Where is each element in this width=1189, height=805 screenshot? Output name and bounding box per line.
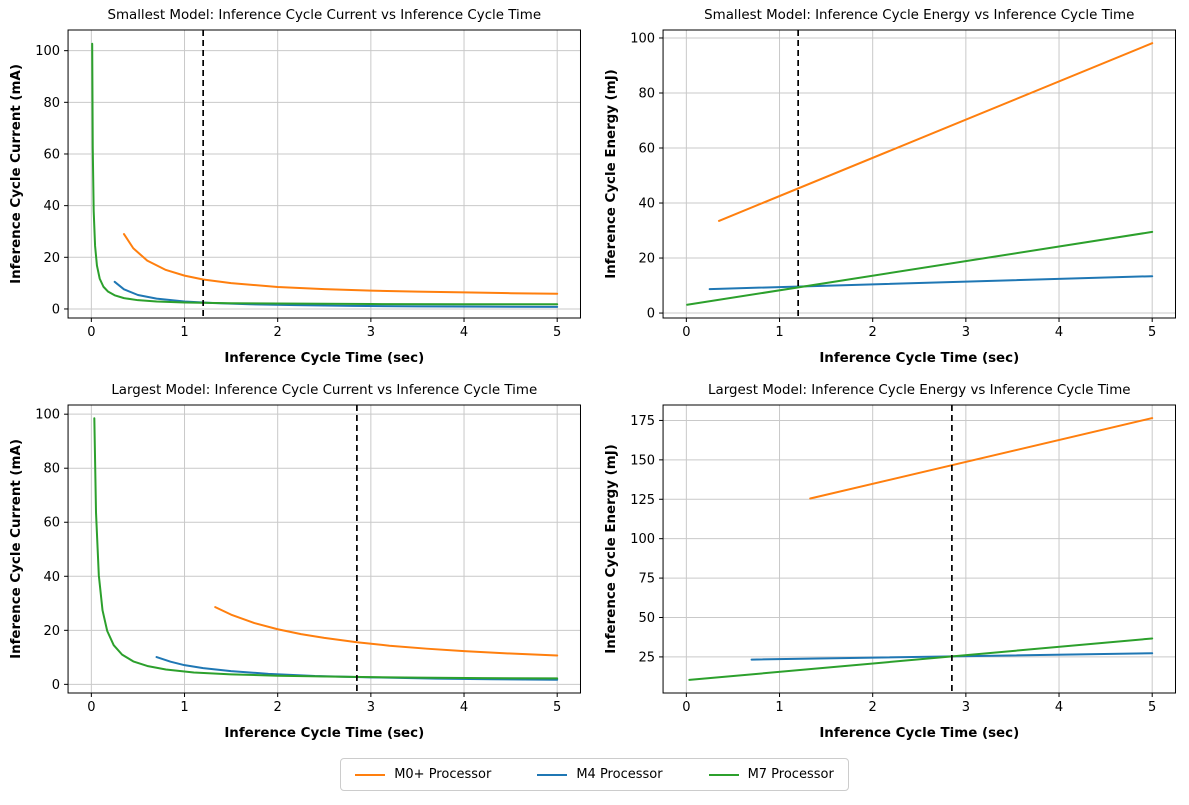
x-axis-label: Inference Cycle Time (sec) (819, 726, 1019, 741)
chart-title: Largest Model: Inference Cycle Current v… (111, 383, 537, 398)
y-axis-label: Inference Cycle Current (mA) (9, 439, 24, 659)
x-tick-label: 3 (367, 325, 375, 340)
y-tick-label: 50 (638, 611, 655, 626)
series-line-m4-processor (708, 275, 1153, 291)
y-tick-label: 150 (630, 453, 655, 468)
y-tick-label: 25 (638, 650, 655, 665)
x-tick-label: 5 (553, 325, 561, 340)
x-tick-label: 3 (367, 700, 375, 715)
chart-title: Smallest Model: Inference Cycle Energy v… (704, 8, 1134, 23)
y-tick-label: 60 (43, 516, 60, 531)
y-tick-label: 80 (638, 86, 655, 101)
legend-swatch-m7-processor (708, 773, 739, 776)
chart-row-smallest: 0 1 2 3 4 5 0 20 40 60 80 100 Smallest Model: Infere… (0, 0, 1189, 375)
x-tick-label: 3 (961, 325, 969, 340)
x-tick-label: 5 (553, 700, 561, 715)
legend-item-m4-processor: M4 Processor (537, 767, 663, 782)
x-axis-label: Inference Cycle Time (sec) (819, 351, 1019, 366)
plot-border (662, 404, 1176, 694)
legend-row: M0+ Processor M4 Processor M7 Processor (0, 750, 1189, 805)
x-tick-label: 2 (868, 325, 876, 340)
y-tick-label: 0 (646, 307, 654, 322)
y-tick-label: 0 (52, 302, 60, 317)
y-tick-label: 75 (638, 572, 655, 587)
y-axis-label: Inference Cycle Energy (mJ) (604, 69, 619, 279)
x-tick-label: 2 (274, 700, 282, 715)
x-tick-label: 0 (682, 700, 690, 715)
y-tick-label: 60 (43, 147, 60, 162)
chart-row-largest: 0 1 2 3 4 5 0 20 40 60 80 100 Largest Model: Inferen… (0, 375, 1189, 750)
x-tick-label: 3 (961, 700, 969, 715)
x-tick-label: 5 (1148, 700, 1156, 715)
x-tick-label: 2 (868, 700, 876, 715)
x-tick-label: 4 (1054, 700, 1062, 715)
y-axis-label: Inference Cycle Energy (mJ) (604, 444, 619, 654)
legend-item-label: M7 Processor (747, 767, 834, 782)
y-axis-label: Inference Cycle Current (mA) (9, 64, 24, 284)
x-tick-label: 2 (274, 325, 282, 340)
chart-smallest-energy: 0 1 2 3 4 5 0 20 40 60 80 100 Smallest Model: Infere… (595, 0, 1189, 375)
y-tick-label: 60 (638, 142, 655, 157)
legend-swatch-m0-processor (355, 773, 386, 776)
y-tick-label: 0 (52, 678, 60, 693)
legend-item-m7-processor: M7 Processor (708, 767, 834, 782)
series-line-m0-processor (214, 606, 559, 657)
y-tick-label: 40 (638, 197, 655, 212)
x-tick-label: 4 (460, 325, 468, 340)
x-tick-label: 5 (1148, 325, 1156, 340)
x-tick-label: 1 (775, 325, 783, 340)
chart-title: Largest Model: Inference Cycle Energy vs… (708, 383, 1130, 398)
y-tick-label: 20 (638, 252, 655, 267)
chart-title: Smallest Model: Inference Cycle Current … (107, 8, 541, 23)
legend-swatch-m4-processor (537, 773, 568, 776)
y-tick-label: 80 (43, 462, 60, 477)
series-line-m0-processor (122, 233, 559, 295)
series-line-m7-processor (93, 417, 559, 680)
chart-largest-current: 0 1 2 3 4 5 0 20 40 60 80 100 Largest Model: Inferen… (0, 375, 595, 750)
y-tick-label: 100 (35, 44, 60, 59)
x-tick-label: 0 (87, 700, 95, 715)
plot-border (67, 404, 581, 694)
x-tick-label: 4 (1054, 325, 1062, 340)
chart-smallest-current: 0 1 2 3 4 5 0 20 40 60 80 100 Smallest Model: Infere… (0, 0, 595, 375)
x-axis-label: Inference Cycle Time (sec) (224, 351, 424, 366)
legend-item-m0-processor: M0+ Processor (355, 767, 491, 782)
series-line-m7-processor (91, 42, 559, 306)
y-tick-label: 20 (43, 251, 60, 266)
legend: M0+ Processor M4 Processor M7 Processor (340, 758, 849, 791)
y-tick-label: 100 (35, 408, 60, 423)
series-line-m7-processor (685, 230, 1153, 306)
series-line-m0-processor (808, 417, 1153, 500)
x-tick-label: 4 (460, 700, 468, 715)
y-tick-label: 100 (630, 31, 655, 46)
x-tick-label: 0 (682, 325, 690, 340)
y-tick-label: 40 (43, 199, 60, 214)
series-line-m7-processor (687, 637, 1153, 681)
y-tick-label: 175 (630, 414, 655, 429)
x-axis-label: Inference Cycle Time (sec) (224, 726, 424, 741)
y-tick-label: 20 (43, 624, 60, 639)
legend-item-label: M0+ Processor (394, 767, 492, 782)
plot-border (662, 29, 1176, 319)
y-tick-label: 40 (43, 570, 60, 585)
series-line-m0-processor (717, 42, 1153, 222)
y-tick-label: 125 (630, 493, 655, 508)
chart-largest-energy: 0 1 2 3 4 5 25 50 75 100 125 150 175 Largest Model: I… (595, 375, 1189, 750)
x-tick-label: 1 (180, 700, 188, 715)
legend-item-label: M4 Processor (576, 767, 663, 782)
plot-border (67, 29, 581, 319)
x-tick-label: 1 (180, 325, 188, 340)
x-tick-label: 1 (775, 700, 783, 715)
x-tick-label: 0 (87, 325, 95, 340)
y-tick-label: 80 (43, 96, 60, 111)
y-tick-label: 100 (630, 532, 655, 547)
